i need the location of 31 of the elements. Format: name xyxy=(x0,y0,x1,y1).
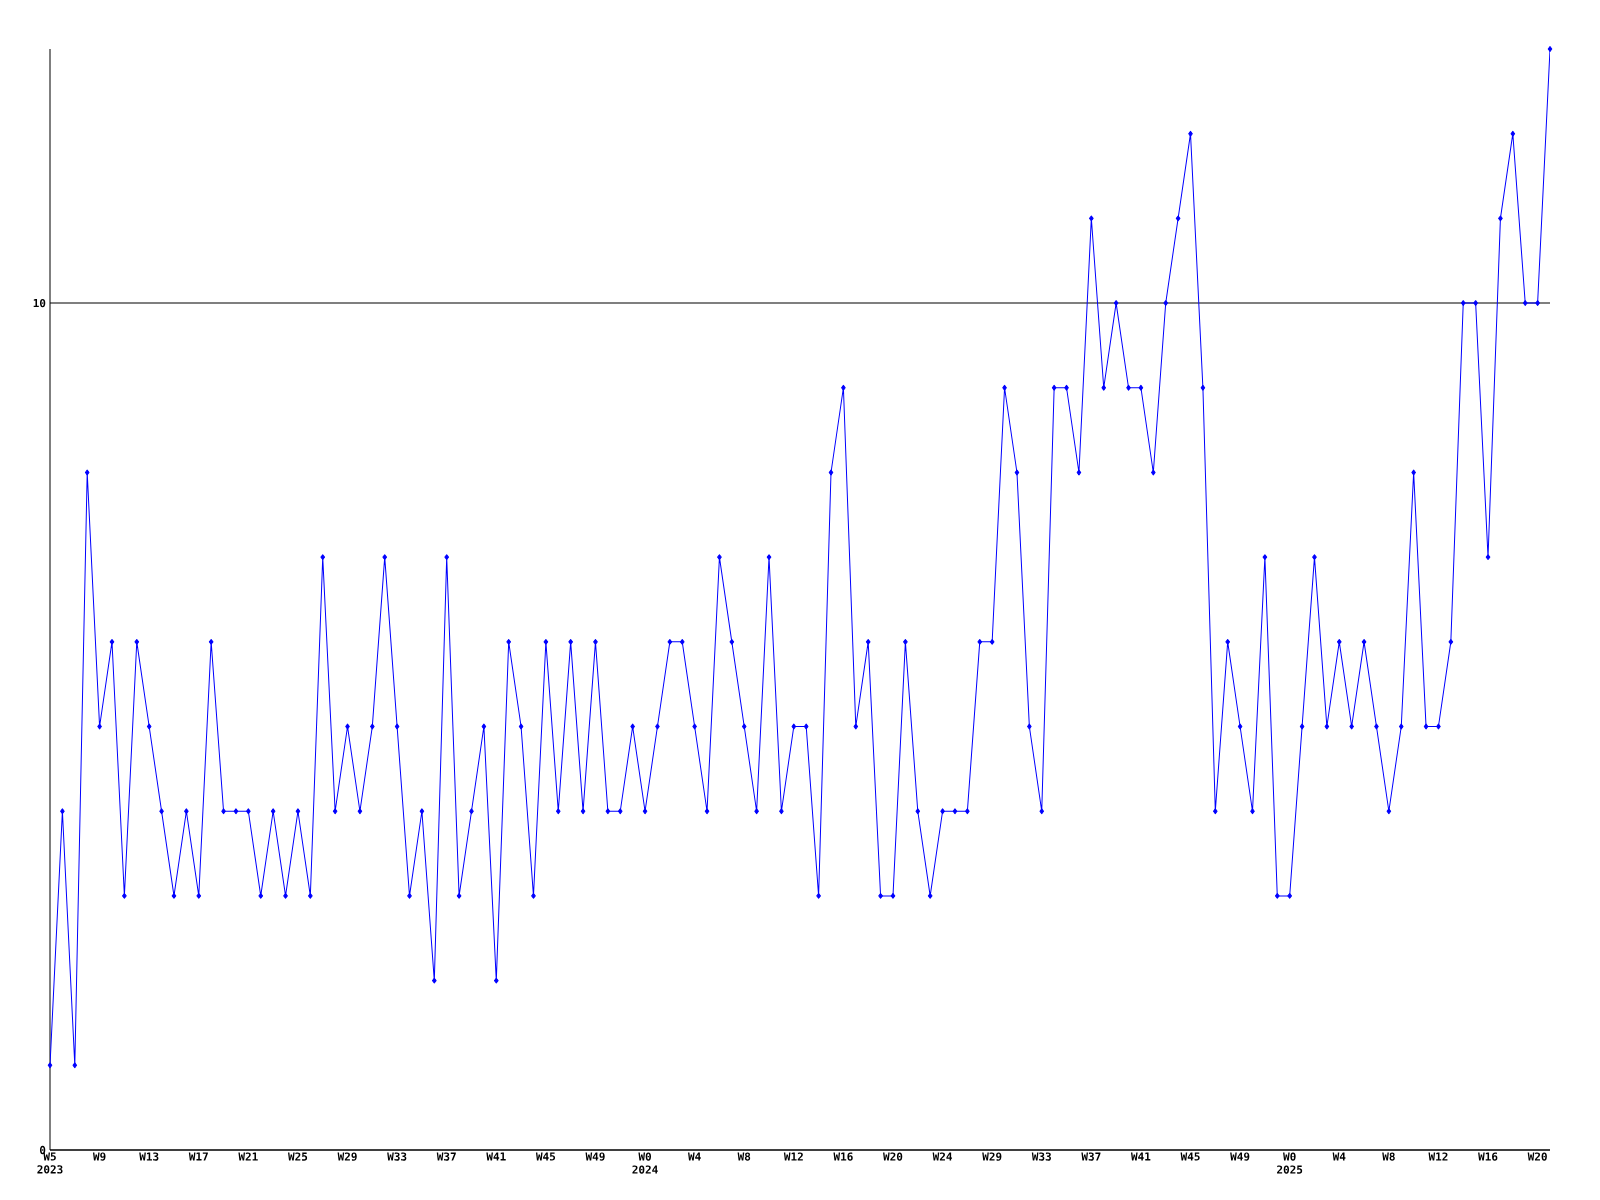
x-tick-label: W25 xyxy=(288,1152,308,1161)
x-tick-label: W20 xyxy=(1527,1152,1547,1161)
x-tick-label: W16 xyxy=(833,1152,853,1161)
x-tick-label: W33 xyxy=(387,1152,407,1161)
x-tick-label: W12 xyxy=(1428,1152,1448,1161)
x-tick-label: W20 xyxy=(883,1152,903,1161)
x-tick-label: W29 xyxy=(982,1152,1002,1161)
x-tick-label: W29 xyxy=(337,1152,357,1161)
x-tick-label: W13 xyxy=(139,1152,159,1161)
x-tick-label: W41 xyxy=(1130,1152,1151,1161)
x-tick-label: W9 xyxy=(92,1152,106,1161)
x-tick-label: W12 xyxy=(783,1152,803,1161)
x-tick-label: W45 xyxy=(1180,1152,1200,1161)
x-tick-label: W4 xyxy=(1332,1152,1346,1161)
x-tick-label: W0 2024 xyxy=(632,1152,658,1174)
x-tick-label: W16 xyxy=(1478,1152,1498,1161)
x-tick-label: W4 xyxy=(688,1152,701,1161)
x-tick-label: W8 xyxy=(1382,1152,1395,1161)
x-tick-label: W33 xyxy=(1031,1152,1051,1161)
x-tick-label: W8 xyxy=(737,1152,751,1161)
x-tick-label: W45 xyxy=(535,1152,556,1161)
x-tick-label: W49 xyxy=(585,1152,605,1161)
y-tick-label: 10 xyxy=(33,298,46,308)
x-tick-label: W24 xyxy=(932,1152,953,1161)
x-tick-label: W37 xyxy=(436,1152,456,1161)
x-tick-label: W37 xyxy=(1081,1152,1101,1161)
x-tick-label: W41 xyxy=(486,1152,506,1161)
x-tick-label: W21 xyxy=(238,1152,258,1161)
x-tick-label: W0 2025 xyxy=(1277,1152,1303,1174)
x-tick-label: W17 xyxy=(188,1152,208,1161)
x-tick-label: W49 xyxy=(1230,1152,1250,1161)
